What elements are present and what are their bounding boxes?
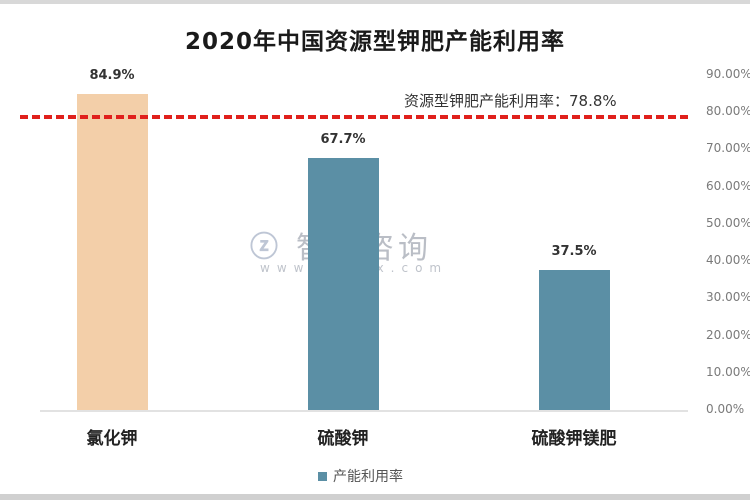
y-tick-label: 60.00%	[706, 178, 750, 193]
y-tick-label: 80.00%	[706, 104, 750, 119]
y-tick-label: 50.00%	[706, 215, 750, 230]
watermark-logo-icon: ⓩ	[250, 230, 279, 263]
y-tick-label: 40.00%	[706, 253, 750, 268]
bar-k2so4[interactable]	[307, 158, 379, 410]
bar-k-mg-sulfate[interactable]	[538, 270, 610, 410]
legend[interactable]: 产能利用率	[318, 466, 403, 486]
top-border	[0, 0, 750, 4]
y-tick-label: 90.00%	[706, 67, 750, 81]
bar-kcl[interactable]	[76, 93, 148, 410]
y-tick-label: 70.00%	[706, 141, 750, 156]
y-tick-label: 0.00%	[706, 402, 745, 416]
chart-title: 2020年中国资源型钾肥产能利用率	[184, 29, 565, 55]
x-tick-label: 硫酸钾镁肥	[531, 429, 617, 449]
bottom-border	[0, 494, 750, 500]
y-tick-label: 20.00%	[706, 327, 750, 342]
x-tick-label: 氯化钾	[86, 429, 138, 449]
y-tick-label: 10.00%	[706, 364, 750, 379]
data-label: 37.5%	[551, 244, 597, 260]
legend-label: 产能利用率	[333, 469, 403, 485]
y-tick-label: 30.00%	[706, 290, 750, 305]
legend-swatch-icon	[318, 471, 327, 481]
data-label: 84.9%	[89, 67, 135, 83]
reference-line	[20, 114, 688, 119]
data-label: 67.7%	[320, 132, 366, 147]
reference-line-label: 资源型钾肥产能利用率：78.8%	[404, 92, 617, 110]
x-axis-line	[40, 410, 688, 412]
x-tick-label: 硫酸钾	[317, 429, 369, 449]
